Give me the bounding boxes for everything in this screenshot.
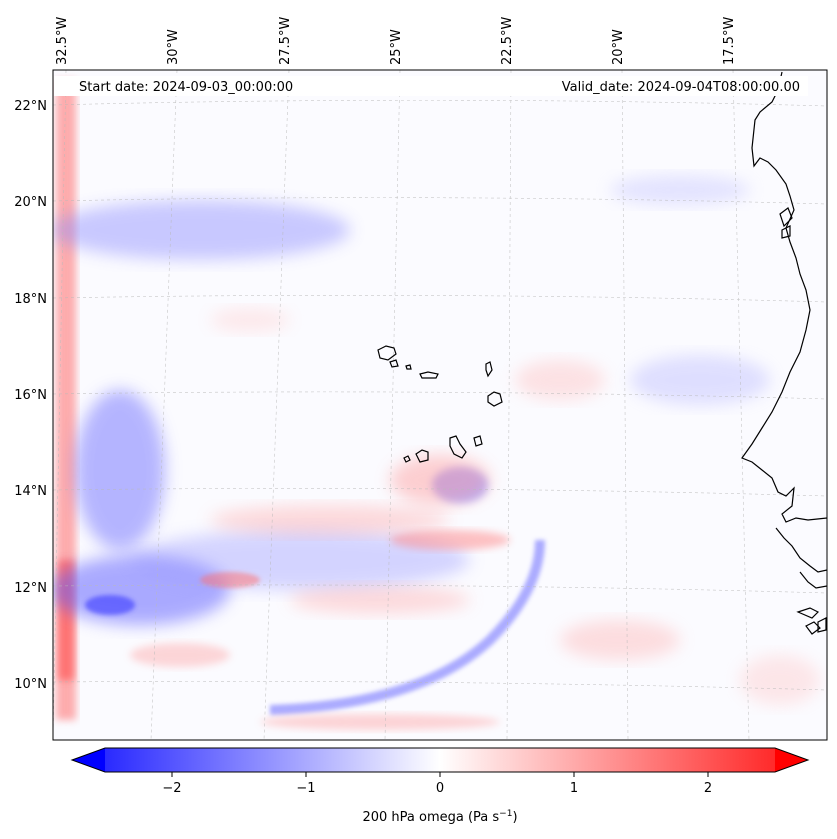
map-background bbox=[53, 70, 827, 740]
colorbar-tick-label: 2 bbox=[704, 781, 712, 796]
gridline-lat-12 bbox=[53, 584, 827, 594]
colorbar-tick-label: 1 bbox=[570, 781, 578, 796]
coastlines bbox=[377, 71, 827, 635]
map-frame bbox=[52, 69, 828, 741]
gridline-lat-20 bbox=[53, 197, 827, 205]
colorbar-max-extension bbox=[775, 748, 808, 772]
gridline-lon-25 bbox=[384, 70, 401, 740]
omega-negative-patch bbox=[75, 390, 165, 550]
omega-negative-patch bbox=[85, 595, 135, 615]
lat-label-10n: 10°N bbox=[14, 677, 47, 692]
bijagos-island bbox=[817, 617, 827, 633]
colorbar-min-extension bbox=[72, 748, 105, 772]
omega-positive-patch bbox=[290, 586, 470, 614]
lon-label-20w: 20°W bbox=[611, 29, 626, 65]
island-santiago bbox=[449, 435, 467, 459]
estuary-outline bbox=[799, 571, 827, 589]
colorbar-label-end: ) bbox=[512, 810, 517, 825]
lat-label-22n: 22°N bbox=[14, 99, 47, 114]
gridline-lon-32.5 bbox=[53, 70, 67, 740]
omega-positive-patch bbox=[210, 308, 290, 332]
island-brava bbox=[403, 455, 411, 463]
lon-label-27.5w: 27.5°W bbox=[278, 17, 293, 65]
lat-label-16n: 16°N bbox=[14, 388, 47, 403]
gridline-lon-22.5 bbox=[506, 70, 512, 740]
header-band bbox=[54, 76, 808, 96]
omega-positive-patch bbox=[390, 455, 490, 505]
colorbar-label-exponent: −1 bbox=[499, 809, 512, 819]
graticule bbox=[53, 70, 827, 740]
lon-label-32.5w: 32.5°W bbox=[55, 17, 70, 65]
lon-label-30w: 30°W bbox=[166, 29, 181, 65]
colorbar-tick-label: −1 bbox=[296, 781, 315, 796]
island-boa-vista bbox=[487, 391, 503, 407]
gridline-lat-22 bbox=[53, 99, 827, 107]
colorbar-label-main: 200 hPa omega (Pa s bbox=[362, 810, 499, 825]
lat-label-14n: 14°N bbox=[14, 484, 47, 499]
lon-label-25w: 25°W bbox=[389, 29, 404, 65]
colorbar-tick-label: 0 bbox=[436, 781, 444, 796]
omega-positive-patch bbox=[210, 505, 450, 535]
omega-negative-patch bbox=[610, 175, 750, 205]
omega-positive-patch bbox=[260, 714, 500, 730]
island-santa-luzia bbox=[405, 364, 412, 370]
island-santo-antao bbox=[377, 345, 397, 361]
island-fogo bbox=[415, 449, 429, 463]
gridline-lat-14 bbox=[53, 488, 827, 497]
colorbar-tick-label: −2 bbox=[162, 781, 181, 796]
lat-label-12n: 12°N bbox=[14, 581, 47, 596]
gridline-lon-20 bbox=[621, 70, 629, 740]
start-date-label: Start date: 2024-09-03_00:00:00 bbox=[79, 80, 293, 95]
omega-negative-patch bbox=[630, 355, 770, 405]
island-sao-nicolau bbox=[419, 371, 439, 379]
coastal-bay bbox=[781, 225, 791, 239]
omega-positive-patch bbox=[130, 643, 230, 667]
omega-negative-patch bbox=[53, 200, 350, 260]
omega-positive-patch bbox=[515, 360, 605, 400]
longitude-labels: 32.5°W 30°W 27.5°W 25°W 22.5°W 20°W 17.5… bbox=[55, 17, 737, 65]
coastal-bay bbox=[779, 207, 793, 228]
island-maio bbox=[473, 435, 483, 447]
bijagos-island bbox=[796, 607, 820, 619]
colorbar: −2 −1 0 1 2 200 hPa omega (Pa s−1) bbox=[70, 747, 810, 825]
latitude-labels: 22°N 20°N 18°N 16°N 14°N 12°N 10°N bbox=[14, 99, 47, 692]
colorbar-outline bbox=[70, 747, 810, 773]
lat-label-18n: 18°N bbox=[14, 292, 47, 307]
omega-negative-arc bbox=[269, 539, 545, 715]
island-sal bbox=[485, 361, 493, 378]
african-coastline-south bbox=[775, 527, 827, 573]
omega-field bbox=[53, 80, 820, 730]
lat-label-20n: 20°N bbox=[14, 195, 47, 210]
gridline-lon-30 bbox=[150, 70, 178, 740]
omega-positive-patch bbox=[390, 530, 510, 550]
omega-positive-patch bbox=[560, 620, 680, 660]
island-sao-vicente bbox=[389, 359, 399, 368]
gridline-lat-10 bbox=[53, 681, 827, 691]
colorbar-label: 200 hPa omega (Pa s−1) bbox=[362, 809, 517, 825]
omega-positive-patch bbox=[200, 572, 260, 588]
colorbar-ticks: −2 −1 0 1 2 bbox=[162, 772, 712, 796]
african-coastline bbox=[741, 71, 827, 523]
colorbar-gradient bbox=[105, 748, 775, 772]
lon-label-22.5w: 22.5°W bbox=[500, 17, 515, 65]
omega-positive-patch bbox=[740, 655, 820, 705]
gridline-lat-16 bbox=[53, 391, 827, 400]
map-panel: Start date: 2024-09-03_00:00:00 Valid_da… bbox=[52, 69, 828, 741]
bijagos-island bbox=[805, 621, 821, 635]
gridline-lon-17.5 bbox=[732, 70, 750, 740]
valid-date-label: Valid_date: 2024-09-04T08:00:00.00 bbox=[562, 80, 800, 95]
gridline-lon-27.5 bbox=[263, 70, 290, 740]
gridline-lat-18 bbox=[53, 294, 827, 303]
lon-label-17.5w: 17.5°W bbox=[722, 17, 737, 65]
